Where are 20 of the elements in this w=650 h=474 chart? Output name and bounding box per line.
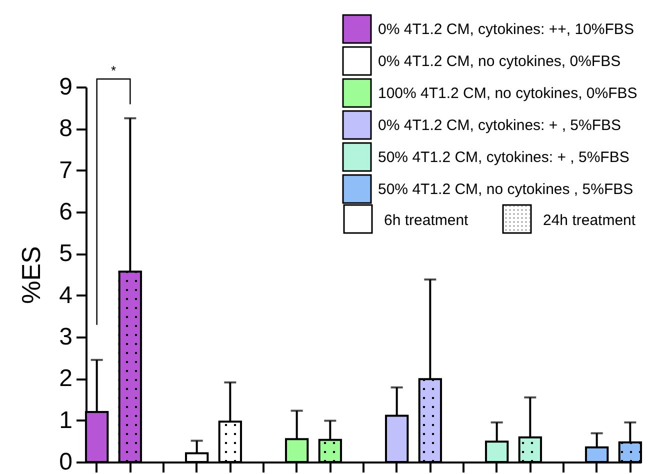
annotation: 24h treatment [543, 212, 636, 229]
y-tick-label: 6 [59, 198, 72, 226]
y-tick-label: 4 [59, 282, 72, 309]
y-tick-label: 0 [59, 448, 72, 474]
y-tick-label: 8 [59, 115, 72, 142]
legend-label: 50% 4T1.2 CM, no cytokines , 5%FBS [378, 181, 634, 198]
y-tick-label: 1 [59, 406, 72, 434]
legend-label: 0% 4T1.2 CM, cytokines: ++, 10%FBS [378, 21, 634, 38]
y-tick-label: 3 [59, 324, 72, 350]
annotation: 6h treatment [384, 212, 470, 229]
legend-label: 50% 4T1.2 CM, cytokines: + , 5%FBS [378, 149, 630, 166]
y-axis-title: %ES [16, 246, 46, 304]
legend-label: 0% 4T1.2 CM, no cytokines, 0%FBS [378, 53, 621, 70]
y-tick-label: 2 [59, 365, 72, 392]
legend-label: 0% 4T1.2 CM, cytokines: + , 5%FBS [378, 117, 622, 134]
y-tick-label: 5 [59, 240, 72, 268]
y-tick-label: 9 [59, 74, 72, 100]
y-tick-label: 7 [59, 156, 72, 184]
legend-label: 100% 4T1.2 CM, no cytokines, 0%FBS [378, 85, 638, 102]
significance-bracket: * [96, 63, 131, 325]
